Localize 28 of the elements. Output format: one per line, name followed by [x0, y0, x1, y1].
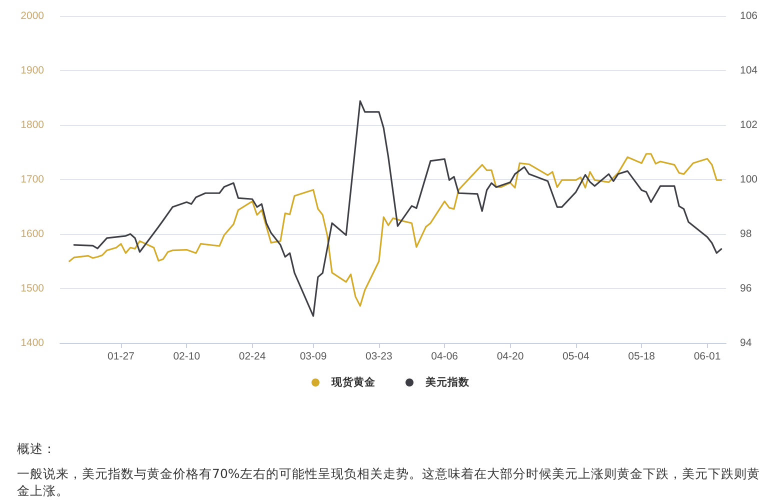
- x-tick-label: 04-06: [431, 350, 458, 362]
- legend-label: 美元指数: [424, 376, 470, 388]
- y2-tick-label: 106: [740, 10, 758, 22]
- x-tick-label: 02-10: [173, 350, 200, 362]
- x-tick-label: 05-18: [628, 350, 656, 362]
- y-tick-label: 2000: [20, 10, 44, 22]
- x-tick-label: 04-20: [496, 350, 524, 362]
- y2-tick-label: 94: [740, 337, 752, 349]
- x-tick-label: 02-24: [238, 350, 266, 362]
- x-tick-label: 05-04: [562, 350, 590, 362]
- x-tick-label: 01-27: [108, 350, 135, 362]
- legend-label: 现货黄金: [330, 376, 376, 388]
- y-tick-label: 1500: [20, 282, 44, 294]
- text: 概述：: [17, 440, 57, 457]
- y2-tick-label: 96: [740, 282, 752, 294]
- y-tick-label: 1400: [20, 337, 44, 349]
- y-tick-label: 1700: [20, 174, 44, 186]
- x-tick-label: 06-01: [694, 350, 721, 362]
- text: 一般说来，美元指数与黄金价格有70%左右的可能性呈现负相关走势。这意味着在大部分时候美元上涨则黄金下跌，美元下跌则黄金上涨。: [17, 465, 761, 499]
- y2-tick-label: 104: [740, 64, 758, 76]
- y2-tick-label: 100: [740, 174, 758, 186]
- x-tick-label: 03-23: [366, 350, 393, 362]
- y2-tick-label: 98: [740, 228, 752, 240]
- y-tick-label: 1900: [20, 64, 44, 76]
- x-tick-label: 03-09: [300, 350, 327, 362]
- y-tick-label: 1800: [20, 119, 44, 131]
- y-tick-label: 1600: [20, 228, 44, 240]
- y2-tick-label: 102: [740, 119, 758, 131]
